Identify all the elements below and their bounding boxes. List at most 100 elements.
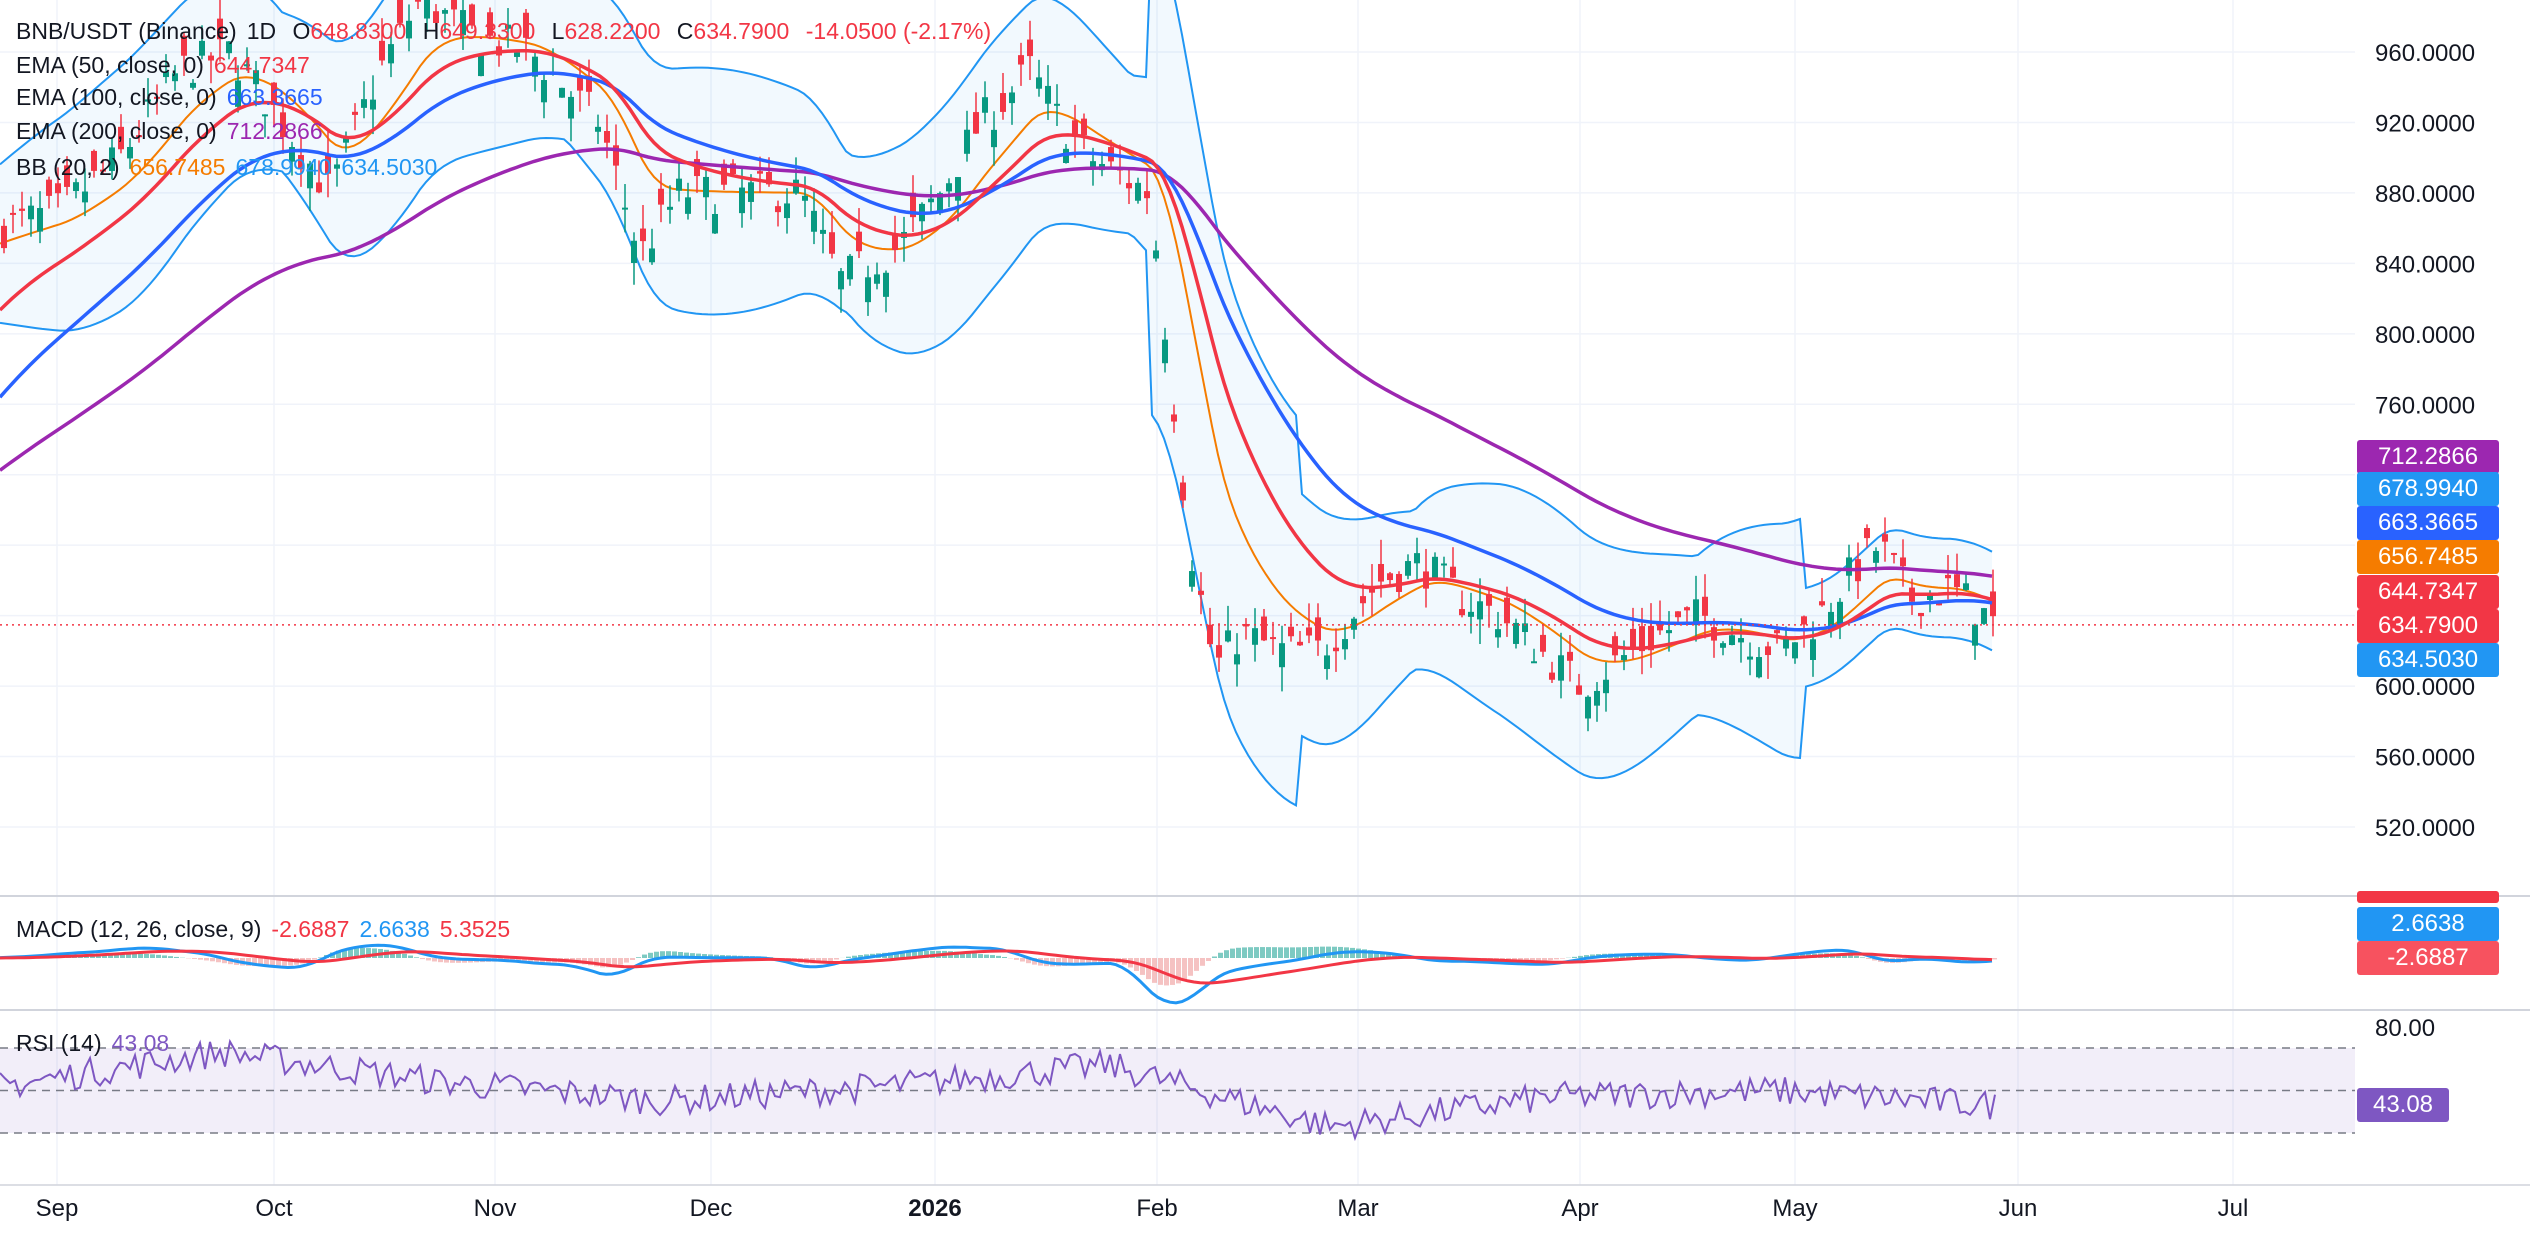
macd-histogram-bar	[1374, 951, 1379, 958]
candle-body	[1963, 583, 1969, 590]
candle-body	[55, 183, 61, 194]
macd-histogram-bar	[1092, 958, 1097, 964]
candle-body	[1324, 655, 1330, 670]
candle-body	[766, 172, 772, 185]
candle-body	[226, 41, 232, 54]
candle-body	[1585, 696, 1591, 719]
macd-histogram-bar	[120, 953, 125, 958]
macd-legend[interactable]: MACD (12, 26, close, 9) -2.6887 2.6638 5.35…	[16, 914, 520, 944]
candle-body	[622, 207, 628, 210]
macd-histogram-bar	[402, 953, 407, 958]
candle-body	[1000, 93, 1006, 112]
macd-histogram-bar	[1644, 954, 1649, 958]
candle-body	[775, 206, 781, 213]
candle-body	[1279, 643, 1285, 668]
macd-histogram-bar	[924, 950, 929, 958]
candle-body	[730, 163, 736, 174]
open-value: 648.8300	[310, 18, 407, 44]
candle-body	[568, 96, 574, 119]
candle-body	[1486, 594, 1492, 606]
candle-body	[343, 137, 349, 143]
low-value: 628.2200	[564, 18, 661, 44]
macd-histogram-bar	[258, 958, 263, 967]
candle-body	[964, 129, 970, 154]
ema100-legend[interactable]: EMA (100, close, 0) 663.3665	[16, 82, 333, 112]
candle-body	[640, 228, 646, 242]
macd-histogram-bar	[906, 951, 911, 958]
candle-body	[1765, 646, 1771, 656]
candle-body	[1072, 120, 1078, 137]
macd-histogram-bar	[522, 958, 527, 963]
candle-body	[829, 232, 835, 254]
macd-histogram-bar	[600, 958, 605, 968]
bb-upper-value: 678.9940	[235, 154, 332, 180]
candle-body	[262, 114, 268, 117]
macd-histogram-bar	[396, 952, 401, 958]
candle-body	[1945, 574, 1951, 579]
macd-histogram-bar	[516, 958, 521, 962]
candle-body	[1441, 563, 1447, 566]
ema50-legend[interactable]: EMA (50, close, 0) 644.7347	[16, 50, 320, 80]
rsi-legend[interactable]: RSI (14) 43.08	[16, 1028, 179, 1058]
symbol-legend[interactable]: BNB/USDT (Binance) 1D O648.8300 H649.3300…	[16, 16, 1001, 46]
rsi-pane	[0, 1038, 2355, 1142]
candle-body	[1054, 103, 1060, 106]
candle-body	[271, 82, 277, 105]
candle-body	[1828, 611, 1834, 630]
candle-body	[1495, 629, 1501, 638]
candle-body	[1450, 566, 1456, 578]
macd-histogram-bar	[1368, 950, 1373, 958]
macd-histogram-bar	[834, 958, 839, 960]
macd-histogram-bar	[960, 952, 965, 958]
candle-body	[1630, 628, 1636, 649]
macd-histogram-bar	[1560, 958, 1565, 959]
macd-histogram-bar	[1194, 958, 1199, 971]
candle-body	[784, 203, 790, 219]
bb-basis-value: 656.7485	[129, 154, 226, 180]
candle-body	[451, 0, 457, 10]
macd-histogram-bar	[1272, 947, 1277, 958]
candle-body	[1333, 647, 1339, 652]
macd-histogram-bar	[624, 958, 629, 963]
macd-histogram-bar	[1164, 958, 1169, 986]
macd-histogram-bar	[666, 951, 671, 958]
candle-body	[1297, 641, 1303, 646]
macd-histogram-bar	[1212, 956, 1217, 958]
time-axis-label: Oct	[255, 1195, 293, 1222]
macd-histogram-bar	[1392, 953, 1397, 958]
candle-body	[1819, 601, 1825, 606]
candle-body	[1351, 618, 1357, 630]
macd-histogram-bar	[660, 951, 665, 958]
candle-body	[127, 146, 133, 159]
rsi-axis-label: 80.00	[2375, 1015, 2435, 1042]
macd-histogram-bar	[168, 956, 173, 958]
ema50-value: 644.7347	[213, 52, 310, 78]
macd-histogram-bar	[192, 958, 197, 959]
candle-body	[1882, 534, 1888, 542]
candle-body	[811, 210, 817, 232]
macd-hist-price-tag: -2.6887	[2357, 941, 2499, 975]
macd-histogram-bar	[1176, 958, 1181, 984]
candle-body	[1774, 630, 1780, 634]
candle-body	[46, 179, 52, 196]
bb-legend[interactable]: BB (20, 2) 656.7485 678.9940 634.5030	[16, 152, 447, 182]
candle-body	[1459, 609, 1465, 616]
ema100-price-tag: 663.3665	[2357, 506, 2499, 540]
candle-body	[1369, 586, 1375, 593]
macd-histogram-bar	[366, 948, 371, 958]
macd-histogram-bar	[1224, 950, 1229, 958]
candle-body	[532, 56, 538, 77]
candle-body	[307, 163, 313, 189]
ema200-legend[interactable]: EMA (200, close, 0) 712.2866	[16, 116, 333, 146]
macd-histogram-bar	[204, 958, 209, 961]
candle-body	[1729, 635, 1735, 646]
macd-histogram-bar	[612, 958, 617, 967]
candle-body	[64, 165, 70, 187]
candle-body	[208, 55, 214, 61]
candle-body	[181, 35, 187, 56]
candle-body	[586, 75, 592, 92]
candle-body	[361, 99, 367, 108]
macd-histogram-bar	[528, 958, 533, 963]
axes: 960.0000 920.0000 880.0000 840.0000 800.0000…	[0, 40, 2530, 1222]
